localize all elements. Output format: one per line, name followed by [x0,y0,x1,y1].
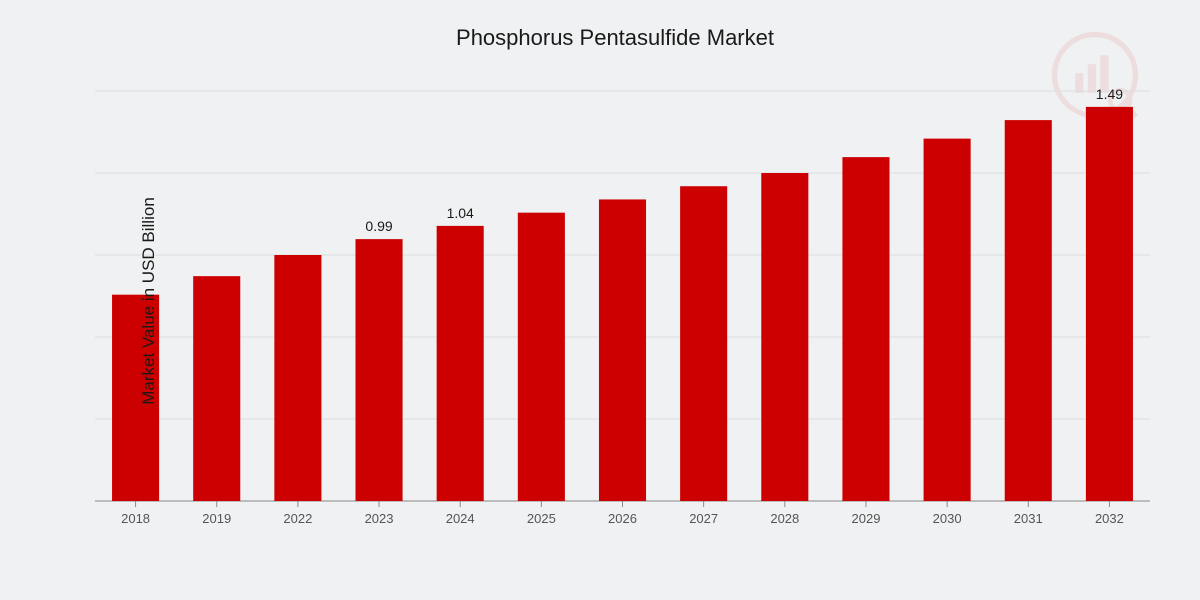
data-label: 1.49 [1096,86,1123,102]
x-tick-label: 2029 [852,511,881,526]
bar [1086,107,1133,501]
x-tick-label: 2018 [121,511,150,526]
x-tick-label: 2030 [933,511,962,526]
x-tick-label: 2032 [1095,511,1124,526]
y-axis-label: Market Value in USD Billion [139,197,159,405]
x-tick-label: 2027 [689,511,718,526]
bar [924,139,971,501]
x-tick-label: 2023 [365,511,394,526]
x-tick-label: 2024 [446,511,475,526]
bar [599,199,646,501]
x-tick-label: 2031 [1014,511,1043,526]
data-label: 0.99 [365,218,392,234]
chart-svg: 2018 2019 2022 2023 0.99 2024 1.04 2025 2026 2027… [85,71,1160,531]
x-tick-label: 2026 [608,511,637,526]
bar [842,157,889,501]
bar [356,239,403,501]
x-tick-label: 2025 [527,511,556,526]
x-tick-label: 2019 [202,511,231,526]
bar [680,186,727,501]
bar [761,173,808,501]
chart-container: Phosphorus Pentasulfide Market Market Va… [0,0,1200,600]
bar [518,213,565,501]
x-tick-label: 2022 [283,511,312,526]
bar [193,276,240,501]
bar [437,226,484,501]
x-tick-label: 2028 [770,511,799,526]
plot-area: Market Value in USD Billion 2018 2019 2022… [85,71,1160,531]
bar [1005,120,1052,501]
data-label: 1.04 [447,205,474,221]
chart-title: Phosphorus Pentasulfide Market [70,25,1160,51]
bar [274,255,321,501]
